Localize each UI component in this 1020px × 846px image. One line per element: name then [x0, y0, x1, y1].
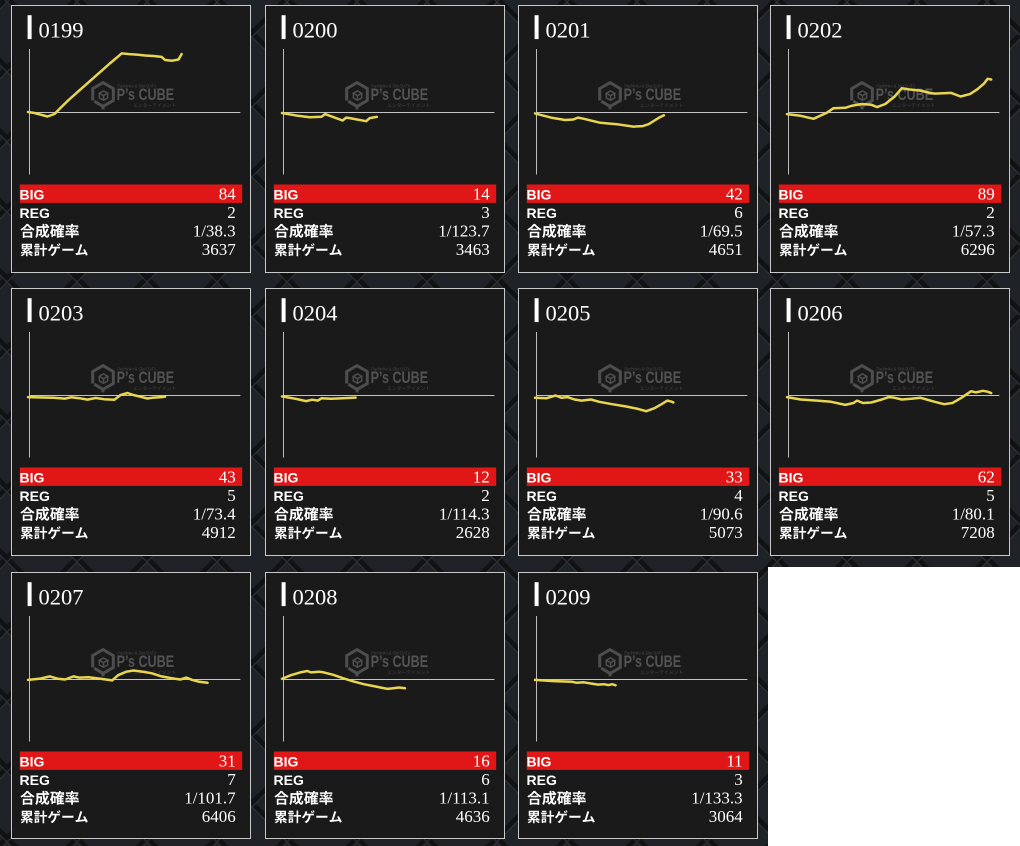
svg-text:5: 5 — [986, 486, 995, 505]
svg-text:BIG: BIG — [20, 470, 45, 486]
svg-text:1/38.3: 1/38.3 — [193, 222, 236, 241]
svg-text:0202: 0202 — [798, 17, 843, 42]
svg-text:0207: 0207 — [39, 584, 84, 609]
svg-text:0204: 0204 — [292, 300, 337, 325]
svg-text:2: 2 — [986, 203, 995, 222]
svg-text:6: 6 — [734, 203, 743, 222]
svg-text:BIG: BIG — [20, 187, 45, 203]
svg-text:4636: 4636 — [455, 807, 489, 826]
svg-text:89: 89 — [978, 185, 995, 204]
svg-text:0201: 0201 — [546, 17, 591, 42]
svg-text:3637: 3637 — [202, 240, 237, 259]
svg-text:2: 2 — [481, 486, 490, 505]
svg-text:0203: 0203 — [39, 300, 84, 325]
svg-text:7: 7 — [227, 770, 236, 789]
svg-text:0206: 0206 — [798, 300, 843, 325]
svg-text:6406: 6406 — [202, 807, 236, 826]
svg-text:REG: REG — [273, 205, 303, 221]
svg-text:REG: REG — [779, 205, 809, 221]
svg-text:REG: REG — [527, 488, 557, 504]
svg-text:BIG: BIG — [779, 187, 804, 203]
svg-text:REG: REG — [273, 772, 303, 788]
svg-text:11: 11 — [726, 751, 742, 770]
svg-text:2: 2 — [227, 203, 236, 222]
svg-text:16: 16 — [472, 751, 489, 770]
svg-text:1/114.3: 1/114.3 — [439, 505, 490, 524]
svg-text:7208: 7208 — [961, 523, 995, 542]
svg-text:84: 84 — [219, 185, 237, 204]
svg-text:3: 3 — [734, 770, 743, 789]
svg-text:REG: REG — [527, 772, 557, 788]
svg-text:5073: 5073 — [709, 523, 743, 542]
svg-text:6296: 6296 — [961, 240, 995, 259]
svg-text:33: 33 — [726, 468, 743, 487]
svg-text:2628: 2628 — [455, 523, 489, 542]
svg-text:31: 31 — [219, 751, 236, 770]
svg-text:BIG: BIG — [779, 470, 804, 486]
svg-text:REG: REG — [779, 488, 809, 504]
svg-text:BIG: BIG — [273, 187, 298, 203]
svg-text:1/90.6: 1/90.6 — [700, 505, 743, 524]
svg-text:1/69.5: 1/69.5 — [700, 222, 743, 241]
svg-text:14: 14 — [472, 185, 490, 204]
svg-text:0205: 0205 — [546, 300, 591, 325]
svg-text:BIG: BIG — [20, 753, 45, 769]
svg-text:0200: 0200 — [292, 17, 337, 42]
svg-text:3: 3 — [481, 203, 490, 222]
svg-text:6: 6 — [481, 770, 490, 789]
svg-text:1/123.7: 1/123.7 — [438, 222, 490, 241]
svg-text:1/80.1: 1/80.1 — [952, 505, 995, 524]
svg-text:REG: REG — [273, 488, 303, 504]
svg-text:REG: REG — [527, 205, 557, 221]
svg-text:3064: 3064 — [709, 807, 744, 826]
svg-text:BIG: BIG — [527, 187, 552, 203]
svg-text:1/57.3: 1/57.3 — [952, 222, 995, 241]
svg-text:BIG: BIG — [273, 470, 298, 486]
svg-text:4912: 4912 — [202, 523, 236, 542]
svg-text:1/101.7: 1/101.7 — [184, 788, 236, 807]
svg-text:4: 4 — [734, 486, 743, 505]
svg-text:0209: 0209 — [546, 584, 591, 609]
svg-text:BIG: BIG — [273, 753, 298, 769]
svg-text:1/113.1: 1/113.1 — [439, 788, 490, 807]
svg-text:0199: 0199 — [39, 17, 84, 42]
svg-text:REG: REG — [20, 488, 50, 504]
svg-text:12: 12 — [472, 468, 489, 487]
svg-text:62: 62 — [978, 468, 995, 487]
svg-text:43: 43 — [219, 468, 236, 487]
svg-text:REG: REG — [20, 205, 50, 221]
svg-text:0208: 0208 — [292, 584, 337, 609]
svg-text:3463: 3463 — [455, 240, 489, 259]
svg-text:REG: REG — [20, 772, 50, 788]
svg-text:42: 42 — [726, 185, 743, 204]
svg-text:4651: 4651 — [709, 240, 743, 259]
svg-text:BIG: BIG — [527, 753, 552, 769]
svg-text:1/73.4: 1/73.4 — [193, 505, 236, 524]
svg-text:5: 5 — [227, 486, 236, 505]
svg-text:BIG: BIG — [527, 470, 552, 486]
svg-text:1/133.3: 1/133.3 — [691, 788, 742, 807]
